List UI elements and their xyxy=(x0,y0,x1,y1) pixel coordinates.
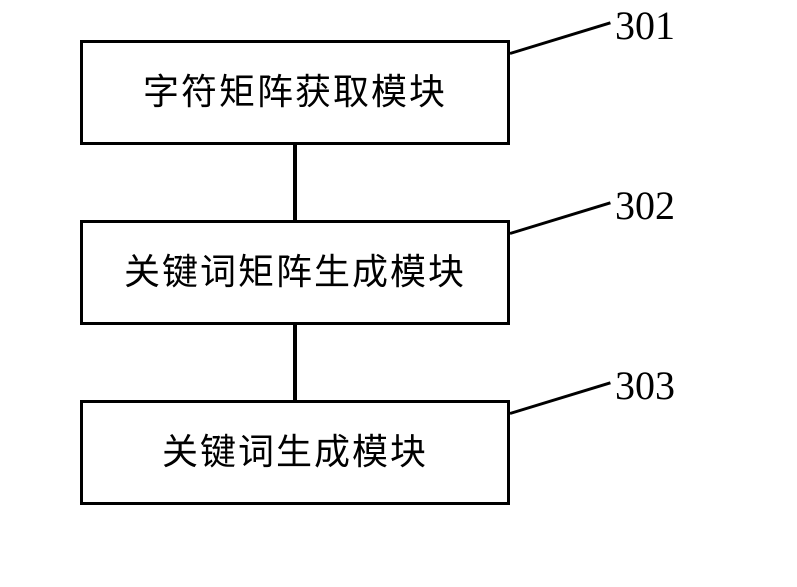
node-text-2: 关键词矩阵生成模块 xyxy=(124,251,466,294)
label-connector-2 xyxy=(510,201,611,235)
label-connector-3 xyxy=(510,381,611,415)
node-text-1: 字符矩阵获取模块 xyxy=(143,71,447,114)
node-number-1: 301 xyxy=(615,2,675,49)
node-box-1: 字符矩阵获取模块 xyxy=(80,40,510,145)
edge-1-2 xyxy=(293,145,297,220)
node-box-2: 关键词矩阵生成模块 xyxy=(80,220,510,325)
flowchart-diagram: 字符矩阵获取模块 301 关键词矩阵生成模块 302 关键词生成模块 303 xyxy=(80,40,720,550)
label-connector-1 xyxy=(510,21,611,55)
edge-2-3 xyxy=(293,325,297,400)
node-text-3: 关键词生成模块 xyxy=(162,431,428,474)
node-box-3: 关键词生成模块 xyxy=(80,400,510,505)
node-number-2: 302 xyxy=(615,182,675,229)
node-number-3: 303 xyxy=(615,362,675,409)
